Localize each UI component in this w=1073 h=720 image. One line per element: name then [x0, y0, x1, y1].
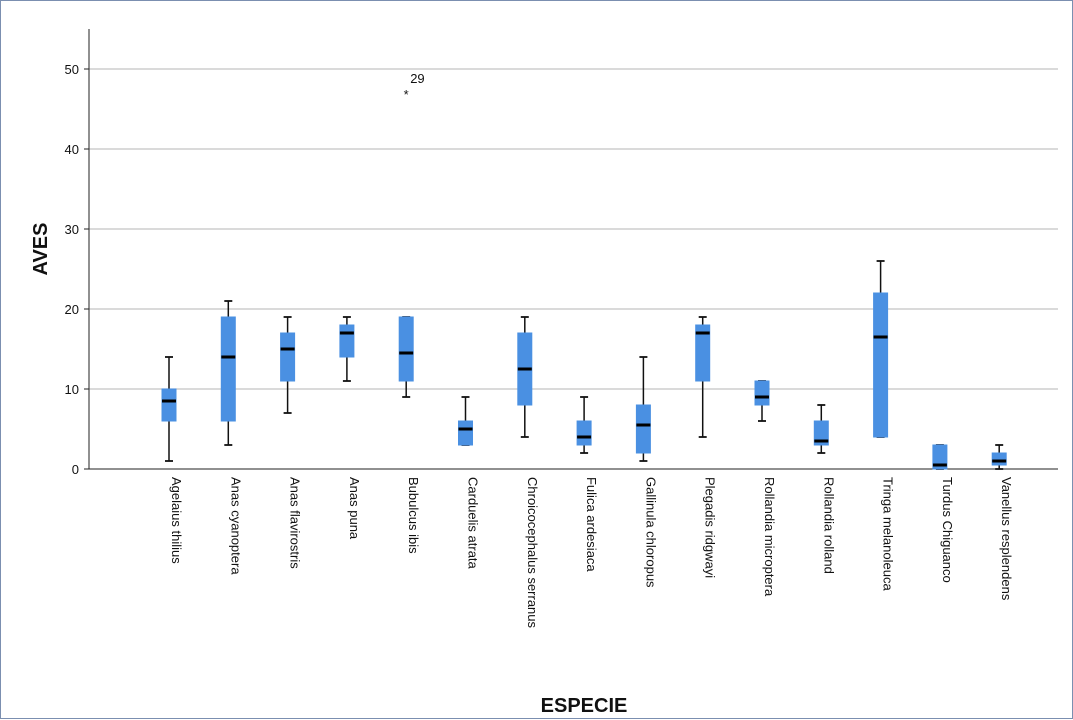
y-tick-label: 40: [65, 142, 79, 157]
box-1: [220, 300, 236, 446]
box-iqr: [991, 452, 1007, 466]
axes: 0 10 20 30 40 50: [65, 29, 1058, 477]
box-iqr: [398, 316, 414, 382]
box-2: [280, 316, 296, 414]
box-series: *29: [161, 71, 1007, 470]
x-category-label: Bubulcus ibis: [406, 477, 421, 554]
box-7: [576, 396, 592, 454]
x-category-label: Anas puna: [347, 477, 362, 540]
box-iqr: [873, 292, 889, 438]
box-6: [517, 316, 533, 438]
y-tick-label: 50: [65, 62, 79, 77]
box-14: [991, 444, 1007, 470]
box-4: [398, 316, 414, 398]
y-tick-label: 0: [72, 462, 79, 477]
x-category-label: Rollandia rolland: [821, 477, 836, 574]
box-iqr: [932, 444, 948, 470]
x-category-label: Turdus Chiguanco: [940, 477, 955, 583]
box-iqr: [754, 380, 770, 406]
x-category-label: Anas flavirostris: [288, 477, 303, 569]
y-tick-label: 10: [65, 382, 79, 397]
box-10: [754, 380, 770, 422]
box-iqr: [458, 420, 473, 446]
x-axis-title: ESPECIE: [541, 695, 628, 717]
y-axis-title: AVES: [30, 223, 52, 276]
box-5: [458, 396, 473, 446]
x-category-label: Tringa melanoleuca: [881, 477, 896, 591]
grid-lines: [89, 68, 1058, 390]
box-8: [635, 356, 651, 462]
x-category-label: Plegadis ridgwayi: [703, 477, 718, 578]
axis-labels: Agelaius thilius Anas cyanoptera Anas flav…: [30, 223, 1014, 717]
box-iqr: [339, 324, 355, 358]
x-category-label: Agelaius thilius: [169, 477, 184, 564]
outlier-marker: *: [404, 87, 409, 102]
box-0: [161, 356, 177, 462]
outlier-label: 29: [410, 71, 424, 86]
x-category-label: Fulica ardesiaca: [584, 477, 599, 572]
box-iqr: [220, 316, 236, 422]
box-3: [339, 316, 355, 382]
x-category-label: Rollandia microptera: [762, 477, 777, 597]
box-iqr: [695, 324, 711, 382]
x-category-label: Vanellus resplendens: [999, 477, 1014, 601]
box-9: [695, 316, 711, 438]
box-12: [873, 260, 889, 438]
x-category-label: Chroicocephalus serranus: [525, 477, 540, 629]
box-iqr: [635, 404, 651, 454]
box-iqr: [280, 332, 296, 382]
y-tick-label: 30: [65, 222, 79, 237]
y-tick-label: 20: [65, 302, 79, 317]
box-11: [813, 404, 829, 454]
x-category-label: Gallinula chloropus: [643, 477, 658, 588]
x-category-label: Anas cyanoptera: [228, 477, 243, 575]
x-category-label: Carduelis atrata: [466, 477, 481, 570]
box-iqr: [576, 420, 592, 446]
box-iqr: [161, 388, 177, 422]
box-iqr: [813, 420, 829, 446]
box-13: [932, 444, 948, 470]
